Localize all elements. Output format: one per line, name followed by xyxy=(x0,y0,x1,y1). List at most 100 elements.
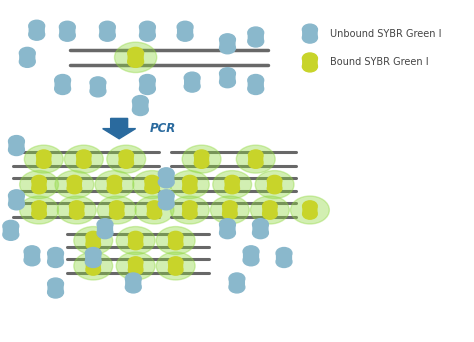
Circle shape xyxy=(116,252,155,280)
Circle shape xyxy=(67,183,82,194)
FancyBboxPatch shape xyxy=(244,253,258,259)
Circle shape xyxy=(74,252,113,280)
FancyBboxPatch shape xyxy=(248,34,263,40)
FancyBboxPatch shape xyxy=(110,207,124,213)
Circle shape xyxy=(36,158,51,168)
Circle shape xyxy=(119,158,134,168)
Circle shape xyxy=(9,135,24,147)
FancyBboxPatch shape xyxy=(100,28,115,34)
FancyBboxPatch shape xyxy=(169,263,182,269)
FancyBboxPatch shape xyxy=(303,60,317,65)
Circle shape xyxy=(107,145,146,173)
Circle shape xyxy=(147,209,162,219)
Circle shape xyxy=(97,219,113,230)
Circle shape xyxy=(145,175,159,186)
Circle shape xyxy=(182,175,197,186)
FancyBboxPatch shape xyxy=(86,254,100,261)
FancyBboxPatch shape xyxy=(37,156,51,162)
Circle shape xyxy=(302,201,317,211)
Circle shape xyxy=(145,183,159,194)
Circle shape xyxy=(74,226,113,254)
Circle shape xyxy=(90,86,106,97)
Circle shape xyxy=(32,201,46,211)
FancyBboxPatch shape xyxy=(159,197,173,203)
Circle shape xyxy=(55,83,71,94)
Circle shape xyxy=(95,171,134,199)
Circle shape xyxy=(219,68,236,79)
Circle shape xyxy=(302,32,318,43)
Circle shape xyxy=(132,104,148,116)
FancyBboxPatch shape xyxy=(9,143,24,148)
Circle shape xyxy=(86,265,100,275)
FancyBboxPatch shape xyxy=(9,197,24,203)
Circle shape xyxy=(48,287,64,298)
Circle shape xyxy=(253,219,268,230)
Circle shape xyxy=(168,257,183,267)
Circle shape xyxy=(184,81,200,92)
FancyBboxPatch shape xyxy=(86,263,100,269)
FancyBboxPatch shape xyxy=(108,182,121,187)
FancyBboxPatch shape xyxy=(220,75,235,81)
Circle shape xyxy=(139,21,155,33)
Circle shape xyxy=(100,30,115,41)
Circle shape xyxy=(70,209,84,219)
Circle shape xyxy=(48,256,64,267)
FancyBboxPatch shape xyxy=(32,207,46,213)
Circle shape xyxy=(194,150,209,160)
Circle shape xyxy=(97,227,113,239)
FancyBboxPatch shape xyxy=(268,182,282,187)
FancyBboxPatch shape xyxy=(55,81,70,88)
Circle shape xyxy=(24,145,63,173)
Circle shape xyxy=(19,196,58,224)
Circle shape xyxy=(24,254,40,266)
Circle shape xyxy=(263,209,277,219)
Circle shape xyxy=(125,273,141,284)
Circle shape xyxy=(97,196,136,224)
Text: Bound SYBR Green I: Bound SYBR Green I xyxy=(330,57,428,67)
FancyBboxPatch shape xyxy=(303,207,317,213)
Circle shape xyxy=(225,183,239,194)
Circle shape xyxy=(57,196,96,224)
Circle shape xyxy=(291,196,329,224)
Circle shape xyxy=(276,248,292,259)
FancyBboxPatch shape xyxy=(220,41,235,47)
Circle shape xyxy=(19,56,35,67)
Circle shape xyxy=(125,281,141,293)
Circle shape xyxy=(223,201,237,211)
Circle shape xyxy=(32,175,46,186)
FancyBboxPatch shape xyxy=(119,156,133,162)
FancyBboxPatch shape xyxy=(3,227,18,233)
FancyBboxPatch shape xyxy=(183,207,197,213)
Circle shape xyxy=(182,145,221,173)
Circle shape xyxy=(182,209,197,219)
Circle shape xyxy=(59,21,75,33)
Text: PCR: PCR xyxy=(150,122,176,135)
Circle shape xyxy=(213,171,252,199)
Circle shape xyxy=(19,171,58,199)
Circle shape xyxy=(182,183,197,194)
Circle shape xyxy=(248,150,263,160)
FancyBboxPatch shape xyxy=(178,28,192,34)
Circle shape xyxy=(248,36,264,47)
FancyBboxPatch shape xyxy=(67,182,82,187)
Circle shape xyxy=(139,75,155,86)
Circle shape xyxy=(128,239,143,250)
FancyBboxPatch shape xyxy=(25,253,39,259)
Circle shape xyxy=(29,20,45,32)
Circle shape xyxy=(147,201,162,211)
Circle shape xyxy=(132,95,148,107)
Circle shape xyxy=(170,196,209,224)
Circle shape xyxy=(116,226,155,254)
Circle shape xyxy=(128,232,143,242)
Circle shape xyxy=(219,219,236,230)
Circle shape xyxy=(85,256,101,267)
Circle shape xyxy=(9,198,24,210)
FancyBboxPatch shape xyxy=(263,207,277,213)
Circle shape xyxy=(219,34,236,45)
FancyBboxPatch shape xyxy=(48,254,63,261)
Circle shape xyxy=(76,158,91,168)
Circle shape xyxy=(250,196,289,224)
Polygon shape xyxy=(103,118,136,139)
Circle shape xyxy=(168,239,183,250)
Circle shape xyxy=(302,209,317,219)
